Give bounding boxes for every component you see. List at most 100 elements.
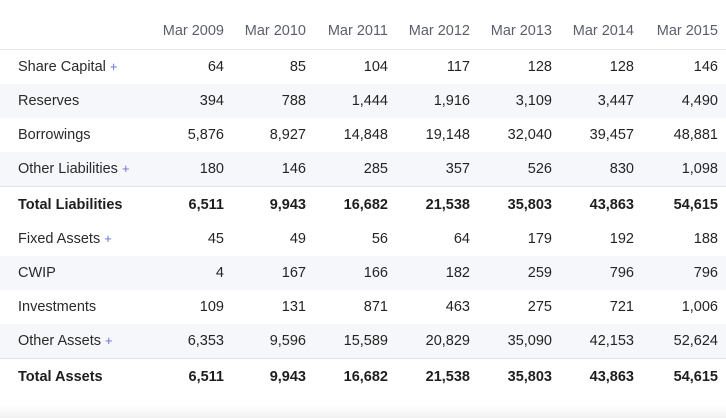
row-label-share-capital[interactable]: Share Capital +	[0, 50, 150, 85]
table-cell: 48,881	[673, 127, 718, 143]
table-cell: 43,863	[560, 358, 642, 395]
table-cell: 3,447	[560, 84, 642, 118]
row-other-assets: Other Assets + 6,353 9,596 15,589 20,829 …	[0, 324, 726, 359]
year-header: Mar 2013	[478, 12, 560, 50]
table-cell: 4	[150, 256, 232, 290]
table-cell: 39,457	[589, 127, 634, 143]
table-cell: 357	[396, 152, 478, 187]
balance-sheet-table: Mar 2009 Mar 2010 Mar 2011 Mar 2012 Mar …	[0, 12, 726, 395]
table-cell: 796	[560, 256, 642, 290]
expand-plus-icon[interactable]: +	[105, 333, 113, 348]
year-header: Mar 2012	[396, 12, 478, 50]
header-row: Mar 2009 Mar 2010 Mar 2011 Mar 2012 Mar …	[0, 12, 726, 50]
table-cell: 526	[478, 152, 560, 187]
row-label-total-liabilities: Total Liabilities	[0, 186, 150, 222]
table-cell: 35,803	[478, 358, 560, 395]
table-cell: 8,927	[269, 127, 306, 143]
table-cell: 394	[150, 84, 232, 118]
year-header: Mar 2011	[314, 12, 396, 50]
row-reserves: Reserves 394 788 1,444 1,916 3,109 3,447…	[0, 84, 726, 118]
table-cell: 64	[207, 59, 224, 75]
row-label-other-assets[interactable]: Other Assets +	[0, 324, 150, 359]
expand-plus-icon[interactable]: +	[121, 161, 130, 176]
row-cwip: CWIP 4 167 166 182 259 796 796	[0, 256, 726, 290]
table-cell: 45	[207, 231, 224, 247]
table-cell: 1,916	[396, 84, 478, 118]
table-cell: 104	[363, 59, 388, 75]
table-cell: 49	[289, 231, 306, 247]
table-cell: 42,153	[560, 324, 642, 359]
table-cell: 167	[232, 256, 314, 290]
table-cell: 4,490	[642, 84, 726, 118]
table-cell: 16,682	[314, 186, 396, 222]
table-cell: 166	[314, 256, 396, 290]
row-total-liabilities: Total Liabilities 6,511 9,943 16,682 21,…	[0, 186, 726, 222]
table-cell: 20,829	[396, 324, 478, 359]
table-cell: 871	[363, 299, 388, 315]
table-cell: 9,943	[232, 186, 314, 222]
table-cell: 6,511	[150, 186, 232, 222]
row-label-total-assets: Total Assets	[0, 358, 150, 395]
table-cell: 19,148	[425, 127, 470, 143]
row-label-text: Other Liabilities	[18, 161, 118, 177]
row-label-reserves: Reserves	[0, 84, 150, 118]
table-cell: 6,353	[150, 324, 232, 359]
table-cell: 21,538	[396, 358, 478, 395]
table-cell: 56	[371, 231, 388, 247]
row-label-text: Share Capital	[18, 59, 106, 75]
table-cell: 9,943	[232, 358, 314, 395]
table-cell: 285	[314, 152, 396, 187]
table-cell: 275	[527, 299, 552, 315]
table-cell: 796	[642, 256, 726, 290]
table-cell: 146	[693, 59, 718, 75]
table-cell: 64	[453, 231, 470, 247]
row-borrowings: Borrowings 5,876 8,927 14,848 19,148 32,…	[0, 118, 726, 152]
row-label-fixed-assets[interactable]: Fixed Assets +	[0, 222, 150, 256]
table-cell: 14,848	[343, 127, 388, 143]
table-cell: 85	[289, 59, 306, 75]
expand-plus-icon[interactable]: +	[109, 59, 118, 74]
expand-plus-icon[interactable]: +	[104, 231, 112, 246]
table-cell: 16,682	[314, 358, 396, 395]
table-cell: 32,040	[507, 127, 552, 143]
table-cell: 721	[609, 299, 634, 315]
table-cell: 109	[199, 299, 224, 315]
row-label-text: Other Assets	[18, 333, 102, 349]
table-cell: 146	[232, 152, 314, 187]
row-total-assets: Total Assets 6,511 9,943 16,682 21,538 3…	[0, 358, 726, 395]
table-cell: 6,511	[150, 358, 232, 395]
year-header: Mar 2010	[232, 12, 314, 50]
table-cell: 830	[560, 152, 642, 187]
row-label-text: Fixed Assets	[18, 231, 101, 247]
table-cell: 192	[609, 231, 634, 247]
year-header: Mar 2014	[560, 12, 642, 50]
table-cell: 52,624	[642, 324, 726, 359]
row-share-capital: Share Capital + 64 85 104 117 128 128 146	[0, 50, 726, 85]
table-cell: 5,876	[187, 127, 224, 143]
table-cell: 9,596	[232, 324, 314, 359]
row-label-header	[0, 12, 150, 50]
year-header: Mar 2015	[642, 12, 726, 50]
row-label-investments: Investments	[18, 299, 97, 315]
row-investments: Investments 109 131 871 463 275 721 1,00…	[0, 290, 726, 324]
row-label-cwip: CWIP	[0, 256, 150, 290]
table-cell: 180	[150, 152, 232, 187]
table-cell: 463	[445, 299, 470, 315]
bottom-shadow	[0, 404, 726, 418]
table-cell: 128	[609, 59, 634, 75]
table-cell: 21,538	[396, 186, 478, 222]
table-cell: 54,615	[642, 186, 726, 222]
table-cell: 54,615	[642, 358, 726, 395]
table-cell: 128	[527, 59, 552, 75]
year-header: Mar 2009	[150, 12, 232, 50]
table-cell: 3,109	[478, 84, 560, 118]
table-cell: 788	[232, 84, 314, 118]
clipped-heading	[0, 0, 726, 12]
table-cell: 117	[446, 59, 470, 75]
table-cell: 15,589	[314, 324, 396, 359]
table-cell: 188	[693, 231, 718, 247]
row-other-liabilities: Other Liabilities + 180 146 285 357 526 8…	[0, 152, 726, 187]
row-label-other-liabilities[interactable]: Other Liabilities +	[0, 152, 150, 187]
table-cell: 131	[281, 299, 306, 315]
